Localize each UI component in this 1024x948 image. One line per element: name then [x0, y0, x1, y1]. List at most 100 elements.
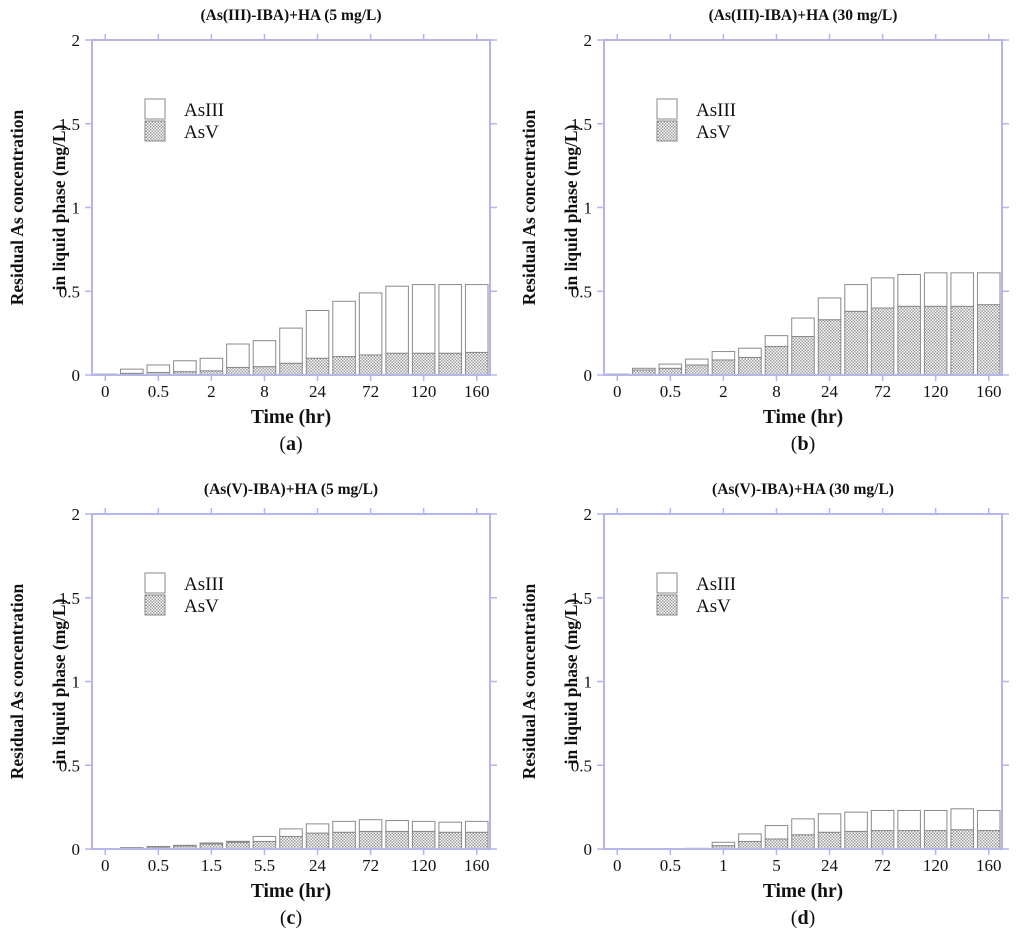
y-tick-label: 1 [72, 199, 81, 218]
legend-label-AsIII: AsIII [184, 100, 224, 121]
x-tick-label: 160 [464, 856, 490, 875]
y-tick-label: 1 [72, 673, 81, 692]
bar-asIII [226, 840, 250, 843]
bar-asIII [738, 833, 762, 842]
bar-asV [870, 307, 895, 376]
x-tick-label: 120 [923, 856, 949, 875]
x-tick-label: 2 [719, 382, 728, 401]
chart-title: (As(V)-IBA)+HA (30 mg/L) [712, 481, 894, 498]
bar-asIII [464, 284, 489, 353]
legend-label-AsV: AsV [696, 122, 731, 143]
plot-frame [603, 513, 1003, 850]
y-axis-title-line1: Residual As concentration [7, 110, 27, 306]
bar-asIII [199, 842, 224, 845]
panel-label: (c) [280, 907, 302, 929]
y-tick-label: 0 [584, 366, 593, 385]
x-tick-label: 24 [309, 856, 327, 875]
legend-label-AsIII: AsIII [696, 574, 736, 595]
chart-d: (As(V)-IBA)+HA (30 mg/L) 0 0.5 1 1.5 2 0 0.5 1 5 2… [519, 481, 1009, 929]
bar-asV [791, 834, 815, 850]
bar-asIII [173, 844, 197, 847]
bar-asV [950, 829, 974, 850]
y-tick-label: 1 [584, 199, 593, 218]
bar-asIII [632, 367, 656, 371]
y-tick-label: 0.5 [571, 756, 592, 775]
bar-asIII [711, 841, 736, 847]
y-tick-label: 1.5 [571, 115, 592, 134]
x-tick-label: 8 [260, 382, 269, 401]
x-tick-label: 1.5 [201, 856, 222, 875]
y-axis-title-line2: in liquid phase (mg/L) [49, 124, 69, 290]
x-tick-label: 0 [101, 856, 110, 875]
x-tick-label: 160 [464, 382, 490, 401]
bar-asIII [279, 327, 303, 364]
bar-asIII [332, 300, 356, 358]
bar-asIII [658, 363, 683, 369]
x-tick-label: 0.5 [148, 382, 169, 401]
bar-asV [923, 305, 948, 376]
bar-asV [305, 357, 330, 376]
bar-asIII [844, 811, 868, 832]
legend-swatch-AsV [144, 120, 166, 142]
bar-asIII [817, 813, 842, 833]
bar-asIII [438, 284, 462, 354]
y-tick-label: 2 [584, 505, 593, 524]
bar-asIII [358, 819, 383, 832]
x-tick-label: 160 [976, 382, 1002, 401]
y-axis-title-line1: Residual As concentration [7, 584, 27, 780]
y-axis-title-line1: Residual As concentration [519, 584, 539, 780]
bar-asV [252, 840, 277, 850]
y-tick-label: 2 [72, 31, 81, 50]
y-axis-title-line2: in liquid phase (mg/L) [561, 598, 581, 764]
legend-swatch-AsIII [144, 98, 166, 120]
x-tick-label: 5 [772, 856, 781, 875]
x-axis-title: Time (hr) [763, 407, 843, 428]
x-tick-label: 0 [613, 856, 622, 875]
bar-asV [226, 841, 250, 850]
x-tick-label: 120 [923, 382, 949, 401]
y-tick-label: 1.5 [59, 589, 80, 608]
bar-asIII [226, 343, 250, 368]
bar-asV [844, 310, 868, 376]
bar-asIII [764, 825, 789, 840]
y-axis-title-line1: Residual As concentration [519, 110, 539, 306]
bar-asV [332, 356, 356, 376]
bar-asIII [173, 360, 197, 373]
y-tick-label: 2 [584, 31, 593, 50]
bar-asIII [844, 284, 868, 312]
bar-asIII [950, 808, 974, 831]
bar-asIII [305, 310, 330, 359]
bar-asIII [738, 347, 762, 358]
bar-asIII [897, 274, 921, 307]
y-axis-title-line2: in liquid phase (mg/L) [49, 598, 69, 764]
bar-asIII [305, 823, 330, 834]
bar-asIII [385, 285, 409, 354]
bar-asV [411, 352, 436, 376]
bar-asV [738, 356, 762, 376]
x-tick-label: 72 [874, 856, 891, 875]
x-tick-label: 0.5 [148, 856, 169, 875]
bar-asV [385, 352, 409, 376]
legend-swatch-AsV [656, 120, 678, 142]
x-tick-label: 24 [821, 382, 839, 401]
x-tick-label: 72 [362, 382, 379, 401]
bar-asIII [764, 335, 789, 348]
bar-asV [817, 831, 842, 850]
bar-asIII [464, 820, 489, 833]
bar-asV [870, 830, 895, 850]
bar-asV [764, 838, 789, 850]
x-tick-label: 120 [411, 856, 437, 875]
x-axis-title: Time (hr) [251, 407, 331, 428]
x-tick-label: 8 [772, 382, 781, 401]
bar-asIII [252, 340, 277, 368]
bar-asV [332, 831, 356, 850]
bar-asIII [199, 357, 224, 372]
legend-label-AsIII: AsIII [696, 100, 736, 121]
bar-asIII [411, 284, 436, 354]
bar-asV [438, 831, 462, 850]
legend-label-AsV: AsV [184, 596, 219, 617]
x-tick-label: 2 [207, 382, 216, 401]
y-tick-label: 0.5 [571, 282, 592, 301]
x-tick-label: 160 [976, 856, 1002, 875]
legend-label-AsIII: AsIII [184, 574, 224, 595]
